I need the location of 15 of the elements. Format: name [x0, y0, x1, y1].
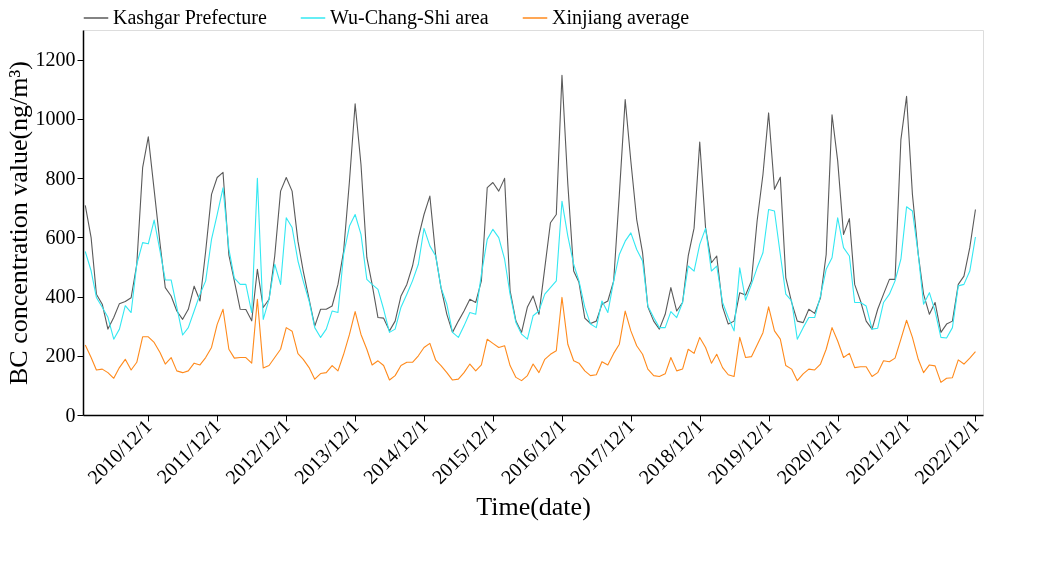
legend-label: Kashgar Prefecture: [113, 6, 267, 29]
y-tick-label: 1200: [35, 48, 76, 71]
x-axis-title: Time(date): [476, 491, 591, 521]
line-series: [84, 177, 976, 340]
y-tick-label: 600: [45, 225, 76, 248]
line-series: [84, 296, 976, 383]
y-tick-label: 800: [45, 166, 76, 189]
line-series: [84, 74, 976, 333]
y-tick-label: 0: [65, 403, 76, 426]
legend-label: Wu-Chang-Shi area: [330, 6, 489, 29]
y-tick-label: 200: [45, 344, 76, 367]
y-tick-label: 1000: [35, 107, 76, 130]
y-axis-title: BC concentration value(ng/m³): [3, 60, 33, 386]
legend-label: Xinjiang average: [552, 6, 690, 29]
y-tick-label: 400: [45, 285, 76, 308]
